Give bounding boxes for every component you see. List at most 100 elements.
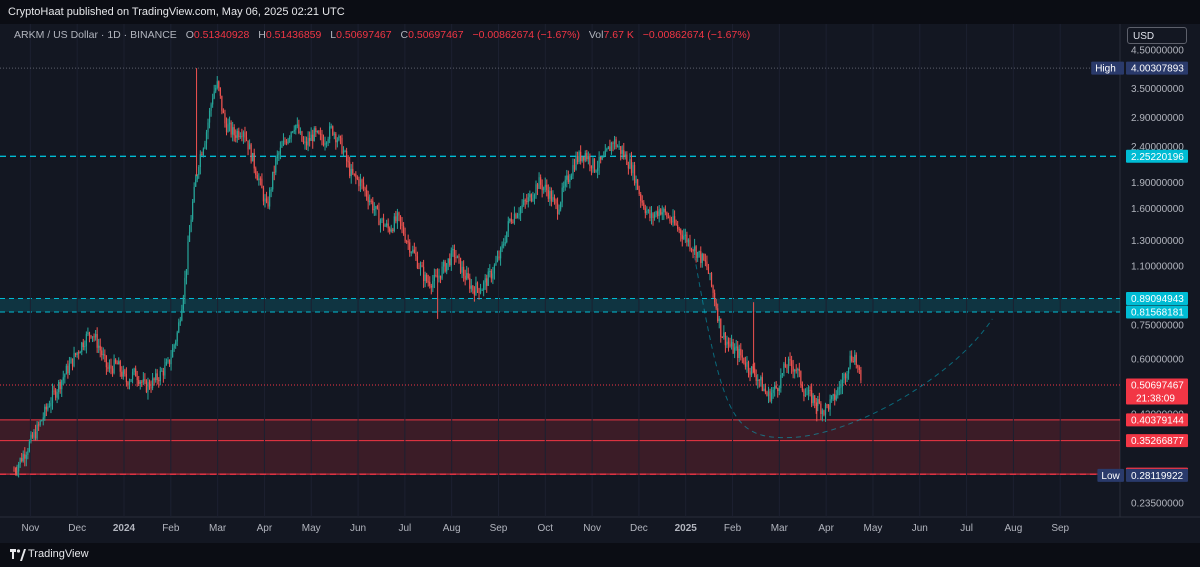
candle-body bbox=[164, 365, 166, 376]
candle-body bbox=[439, 275, 442, 279]
candle-body bbox=[282, 140, 285, 146]
time-tick-label: Nov bbox=[583, 523, 601, 534]
currency-selector[interactable]: USD bbox=[1127, 27, 1187, 44]
candle-body bbox=[701, 254, 703, 263]
candle-body bbox=[549, 190, 551, 199]
candle-body bbox=[426, 274, 428, 282]
time-tick-label: Feb bbox=[724, 523, 742, 534]
candle-body bbox=[227, 124, 229, 132]
candle-body bbox=[409, 242, 411, 253]
candle-body bbox=[677, 224, 679, 229]
candle-body bbox=[596, 167, 599, 171]
candle-body bbox=[101, 350, 103, 356]
candle-body bbox=[490, 270, 492, 279]
candle-body bbox=[766, 392, 768, 396]
candle-body bbox=[673, 216, 676, 224]
candle-body bbox=[455, 257, 457, 259]
time-tick-label: Aug bbox=[443, 523, 461, 534]
candle-body bbox=[427, 281, 429, 283]
candle-body bbox=[116, 362, 118, 365]
candle-body bbox=[406, 241, 408, 243]
candle-body bbox=[535, 184, 537, 195]
candle-body bbox=[621, 150, 623, 154]
candle-body bbox=[285, 141, 288, 144]
candle-body bbox=[841, 379, 844, 387]
candle-body bbox=[587, 156, 589, 160]
candle-body bbox=[687, 239, 690, 243]
candle-body bbox=[62, 377, 64, 381]
candle-body bbox=[629, 159, 631, 169]
candle-body bbox=[618, 146, 620, 148]
candle-body bbox=[18, 464, 20, 472]
candle-body bbox=[503, 244, 505, 246]
candle-body bbox=[241, 136, 243, 138]
candle-body bbox=[390, 229, 392, 232]
candle-body bbox=[90, 335, 92, 338]
candle-body bbox=[82, 342, 84, 348]
candle-body bbox=[840, 386, 842, 388]
candle-body bbox=[827, 404, 830, 410]
candle-body bbox=[697, 252, 699, 258]
candle-body bbox=[686, 234, 688, 243]
candle-body bbox=[504, 242, 506, 245]
candle-body bbox=[538, 177, 540, 189]
time-tick-label: Jul bbox=[398, 523, 411, 534]
candle-body bbox=[595, 170, 597, 172]
candle-body bbox=[410, 252, 412, 254]
candle-body bbox=[712, 285, 714, 293]
candle-body bbox=[746, 362, 748, 367]
candle-body bbox=[184, 277, 186, 298]
candle-body bbox=[573, 165, 576, 170]
candle-body bbox=[353, 173, 355, 175]
candle-body bbox=[786, 367, 788, 369]
candle-body bbox=[233, 127, 235, 136]
candle-body bbox=[641, 200, 643, 203]
candle-body bbox=[318, 131, 320, 134]
price-label-box bbox=[1126, 378, 1188, 405]
candle-body bbox=[329, 126, 331, 140]
candle-body bbox=[349, 162, 351, 177]
candle-body bbox=[849, 355, 851, 368]
candle-body bbox=[359, 179, 362, 187]
candle-body bbox=[586, 153, 588, 160]
candle-body bbox=[507, 221, 509, 232]
candle-body bbox=[473, 290, 476, 296]
candle-body bbox=[85, 334, 87, 347]
candle-body bbox=[93, 336, 95, 338]
candle-body bbox=[422, 266, 425, 282]
candle-body bbox=[213, 91, 215, 99]
tradingview-brand[interactable]: TradingView bbox=[28, 548, 89, 560]
candle-body bbox=[167, 359, 169, 362]
candle-body bbox=[627, 164, 629, 169]
candle-body bbox=[717, 308, 719, 322]
candle-body bbox=[783, 363, 785, 374]
time-tick-label: Jun bbox=[350, 523, 366, 534]
candle-body bbox=[176, 332, 178, 342]
candle-body bbox=[135, 368, 137, 377]
candle-body bbox=[115, 359, 117, 363]
time-tick-label: Jun bbox=[912, 523, 928, 534]
time-tick-label: Sep bbox=[490, 523, 508, 534]
candle-body bbox=[204, 143, 206, 149]
candle-body bbox=[210, 104, 212, 111]
tradingview-logo-icon[interactable] bbox=[10, 549, 26, 561]
candle-body bbox=[395, 216, 397, 222]
candle-body bbox=[791, 360, 793, 367]
candle-body bbox=[95, 333, 97, 338]
candle-body bbox=[447, 258, 449, 264]
rounding-bottom-arc bbox=[692, 246, 993, 439]
candle-body bbox=[78, 352, 80, 354]
candle-body bbox=[837, 388, 839, 396]
symbol-label[interactable]: ARKM / US Dollar · 1D · BINANCE bbox=[14, 29, 177, 41]
price-chart[interactable]: 4.50000000 3.50000000 2.90000000 2.40000000… bbox=[0, 24, 1200, 543]
candle-body bbox=[339, 136, 342, 138]
candle-body bbox=[322, 140, 325, 146]
candle-body bbox=[141, 381, 143, 383]
candle-body bbox=[784, 363, 787, 368]
candle-body bbox=[413, 249, 415, 253]
candle-body bbox=[150, 387, 152, 389]
candle-body bbox=[170, 357, 172, 365]
candle-body bbox=[202, 148, 204, 155]
candle-body bbox=[45, 406, 47, 410]
candlestick-series bbox=[13, 68, 862, 478]
